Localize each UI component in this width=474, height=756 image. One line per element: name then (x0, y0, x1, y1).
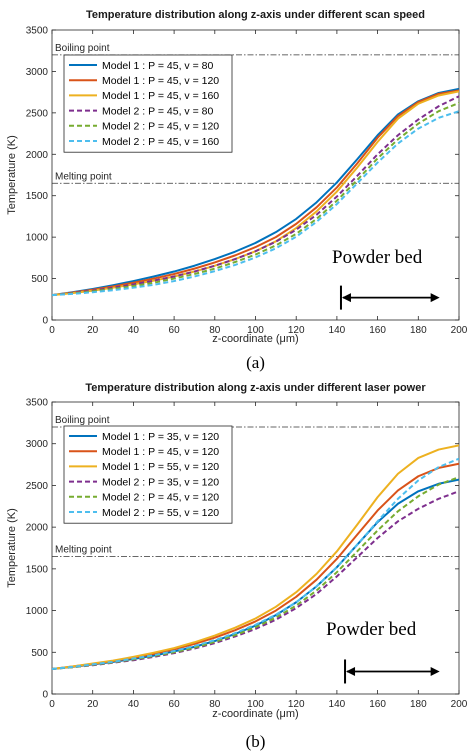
y-axis-label: Temperature (K) (6, 135, 18, 214)
x-tick-label: 20 (87, 325, 99, 336)
y-tick-label: 3500 (26, 398, 49, 409)
y-tick-label: 500 (31, 648, 48, 659)
chart-title: Temperature distribution along z-axis un… (86, 9, 425, 21)
y-tick-label: 1500 (26, 564, 49, 575)
boiling-point-label: Boiling point (55, 415, 110, 426)
y-tick-label: 2000 (26, 150, 49, 161)
chart-panel-1: Temperature distribution along z-axis un… (6, 382, 468, 751)
x-tick-label: 60 (169, 325, 181, 336)
series-line-3 (52, 95, 459, 297)
series-line-5 (52, 110, 459, 297)
powder-bed-label: Powder bed (332, 247, 423, 268)
x-tick-label: 200 (451, 325, 468, 336)
legend-entry-5: Model 2 : P = 55, v = 120 (102, 507, 219, 519)
legend-entry-4: Model 2 : P = 45, v = 120 (102, 121, 219, 133)
x-tick-label: 120 (288, 699, 305, 710)
x-tick-label: 40 (128, 699, 140, 710)
y-tick-label: 1000 (26, 606, 49, 617)
y-tick-label: 3000 (26, 67, 49, 78)
y-tick-label: 500 (31, 274, 48, 285)
x-tick-label: 80 (209, 325, 221, 336)
x-tick-label: 120 (288, 325, 305, 336)
x-tick-label: 180 (410, 325, 427, 336)
x-tick-label: 160 (369, 325, 386, 336)
legend-box (63, 54, 233, 153)
series-lines (52, 444, 459, 670)
legend: Model 1 : P = 35, v = 120 Model 1 : P = 4… (63, 425, 233, 524)
series-line-2 (52, 444, 459, 670)
x-tick-label: 140 (329, 699, 346, 710)
melting-point-label: Melting point (55, 544, 112, 555)
y-tick-label: 2500 (26, 108, 49, 119)
series-line-0 (52, 87, 459, 297)
x-tick-label: 100 (247, 699, 264, 710)
x-tick-label: 80 (209, 699, 221, 710)
y-tick-label: 2500 (26, 481, 49, 492)
powder-bed-arrow-left (346, 666, 356, 676)
powder-bed-arrow-right (430, 293, 440, 303)
x-axis-label: z-coordinate (μm) (212, 333, 298, 345)
x-tick-label: 60 (169, 699, 181, 710)
chart-title: Temperature distribution along z-axis un… (85, 382, 426, 394)
x-tick-label: 200 (451, 699, 468, 710)
powder-bed-arrow-left (341, 293, 351, 303)
x-tick-label: 100 (247, 325, 264, 336)
legend-entry-1: Model 1 : P = 45, v = 120 (102, 75, 219, 87)
powder-bed-arrow-right (430, 666, 440, 676)
melting-point-label: Melting point (55, 171, 112, 182)
figure-caption: (b) (246, 732, 266, 751)
y-tick-label: 2000 (26, 523, 49, 534)
y-tick-label: 0 (42, 316, 48, 327)
figure-caption: (a) (246, 353, 265, 372)
legend: Model 1 : P = 45, v = 80 Model 1 : P = 45… (63, 54, 233, 153)
x-tick-label: 0 (49, 699, 55, 710)
x-tick-label: 140 (329, 325, 346, 336)
x-axis-label: z-coordinate (μm) (212, 708, 298, 720)
legend-entry-5: Model 2 : P = 45, v = 160 (102, 136, 219, 148)
series-line-5 (52, 457, 459, 670)
x-tick-label: 160 (369, 699, 386, 710)
powder-bed-label: Powder bed (326, 619, 417, 640)
legend-entry-0: Model 1 : P = 45, v = 80 (102, 60, 213, 72)
legend-entry-1: Model 1 : P = 45, v = 120 (102, 446, 219, 458)
legend-entry-3: Model 2 : P = 45, v = 80 (102, 105, 213, 117)
y-tick-label: 1500 (26, 191, 49, 202)
legend-box (63, 425, 233, 524)
legend-entry-2: Model 1 : P = 45, v = 160 (102, 90, 219, 102)
y-tick-label: 3500 (26, 26, 49, 37)
series-line-4 (52, 101, 459, 297)
y-tick-label: 1000 (26, 233, 49, 244)
x-tick-label: 0 (49, 325, 55, 336)
chart-panel-0: Temperature distribution along z-axis un… (6, 9, 468, 372)
y-tick-label: 3000 (26, 439, 49, 450)
legend-entry-3: Model 2 : P = 35, v = 120 (102, 476, 219, 488)
legend-entry-4: Model 2 : P = 45, v = 120 (102, 492, 219, 504)
series-lines (52, 87, 459, 297)
x-tick-label: 180 (410, 699, 427, 710)
x-tick-label: 20 (87, 699, 99, 710)
x-tick-label: 40 (128, 325, 140, 336)
boiling-point-label: Boiling point (55, 43, 110, 54)
legend-entry-0: Model 1 : P = 35, v = 120 (102, 431, 219, 443)
series-line-1 (52, 89, 459, 297)
legend-entry-2: Model 1 : P = 55, v = 120 (102, 461, 219, 473)
y-axis-label: Temperature (K) (6, 508, 18, 587)
y-tick-label: 0 (42, 690, 48, 701)
